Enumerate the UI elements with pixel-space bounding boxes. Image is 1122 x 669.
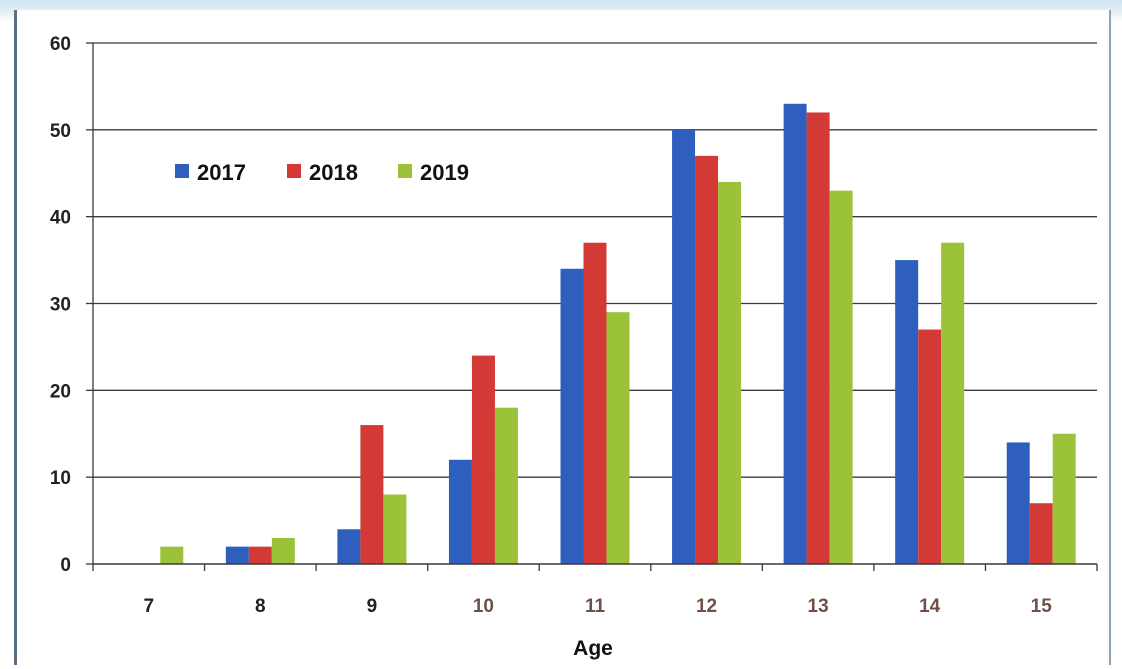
bar-2017-age-12 bbox=[672, 129, 696, 565]
legend-swatch-2019 bbox=[398, 164, 412, 178]
bar-2017-age-10 bbox=[448, 459, 472, 564]
bar-2018-age-8 bbox=[248, 546, 272, 564]
y-tick-label: 40 bbox=[50, 208, 71, 229]
bar-2019-age-14 bbox=[941, 242, 965, 564]
legend-label-2019: 2019 bbox=[420, 160, 469, 185]
bar-2018-age-15 bbox=[1029, 503, 1053, 564]
bar-2017-age-15 bbox=[1006, 442, 1030, 564]
x-tick-label: 7 bbox=[143, 596, 154, 617]
bar-2017-age-13 bbox=[783, 103, 807, 565]
legend-swatch-2017 bbox=[175, 164, 189, 178]
y-tick-label: 30 bbox=[50, 295, 71, 316]
x-tick-label: 13 bbox=[808, 596, 829, 617]
x-tick-label: 14 bbox=[919, 596, 941, 617]
legend-swatch-2018 bbox=[287, 164, 301, 178]
legend-label-2018: 2018 bbox=[309, 160, 358, 185]
bar-2019-age-7 bbox=[160, 546, 184, 564]
bar-2017-age-8 bbox=[225, 546, 249, 564]
x-tick-label: 12 bbox=[696, 596, 717, 617]
x-tick-label: 15 bbox=[1031, 596, 1053, 617]
y-tick-label: 10 bbox=[50, 468, 71, 489]
y-tick-label: 50 bbox=[50, 121, 71, 142]
y-tick-label: 0 bbox=[60, 555, 71, 576]
bar-2018-age-10 bbox=[471, 355, 495, 564]
bar-2019-age-15 bbox=[1052, 433, 1076, 564]
x-tick-label: 11 bbox=[585, 596, 606, 617]
x-tick-label: 10 bbox=[473, 596, 494, 617]
y-axis-ticks: 0 10 20 30 40 50 60 bbox=[50, 34, 94, 576]
bar-2019-age-8 bbox=[271, 537, 295, 564]
bar-2019-age-13 bbox=[829, 190, 853, 564]
x-axis-ticks: 7 8 9 10 11 12 13 14 15 bbox=[143, 596, 1052, 617]
bar-2017-age-14 bbox=[895, 260, 919, 564]
bar-2019-age-11 bbox=[606, 312, 630, 564]
bar-2017-age-11 bbox=[560, 268, 584, 564]
bars bbox=[160, 103, 1076, 565]
bar-2019-age-12 bbox=[718, 181, 742, 564]
bar-2018-age-14 bbox=[918, 329, 942, 564]
x-tick-label: 8 bbox=[255, 596, 266, 617]
x-tick-label: 9 bbox=[367, 596, 378, 617]
bar-2019-age-10 bbox=[494, 407, 518, 564]
x-axis-title: Age bbox=[573, 637, 613, 660]
y-tick-label: 20 bbox=[50, 381, 71, 402]
bar-2019-age-9 bbox=[383, 494, 407, 564]
legend: 2017 2018 2019 bbox=[175, 160, 469, 185]
bar-2017-age-9 bbox=[337, 529, 361, 564]
bar-2018-age-11 bbox=[583, 242, 607, 564]
bar-2018-age-9 bbox=[360, 425, 384, 564]
y-tick-label: 60 bbox=[50, 34, 71, 55]
bar-2018-age-13 bbox=[806, 112, 830, 564]
legend-label-2017: 2017 bbox=[197, 160, 246, 185]
bar-2018-age-12 bbox=[695, 155, 719, 564]
x-axis bbox=[92, 563, 1098, 571]
